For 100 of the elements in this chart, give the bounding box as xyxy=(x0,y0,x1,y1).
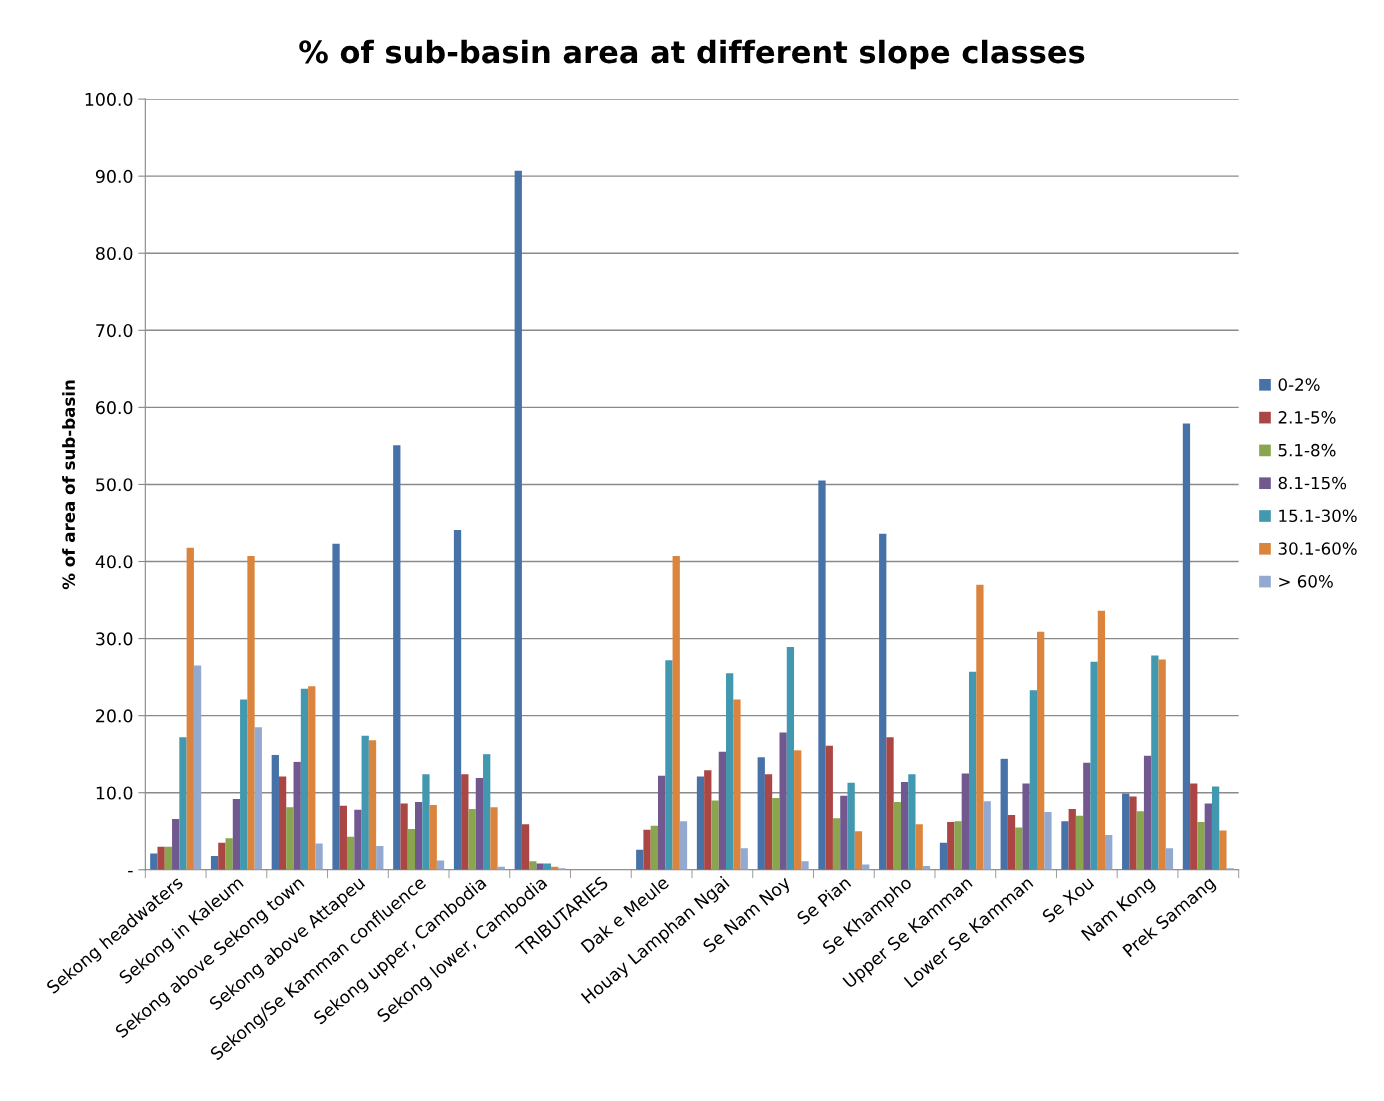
bar xyxy=(218,842,226,870)
legend-label: 15.1-30% xyxy=(1279,509,1357,523)
legend-label: 8.1-15% xyxy=(1278,476,1347,490)
bar xyxy=(886,737,894,870)
bar xyxy=(1219,830,1227,870)
bar xyxy=(650,825,658,870)
bar xyxy=(286,807,294,870)
bar xyxy=(293,761,301,870)
bar xyxy=(779,732,787,870)
bar xyxy=(429,805,437,870)
bar xyxy=(453,529,462,870)
bar xyxy=(247,556,255,870)
x-tick-label: Se Xou xyxy=(1041,875,1095,924)
bar xyxy=(254,727,262,870)
bar xyxy=(315,843,323,870)
y-axis-title: % of area of sub-basin xyxy=(62,380,76,590)
bar xyxy=(1068,808,1076,870)
bar xyxy=(339,805,347,870)
bar xyxy=(271,754,279,870)
bar xyxy=(832,818,841,870)
bar xyxy=(393,445,401,870)
legend-label: 30.1-60% xyxy=(1278,542,1357,555)
bar xyxy=(636,849,644,870)
bar xyxy=(157,846,165,870)
y-tick-label: 30.0 xyxy=(96,632,133,646)
bar xyxy=(186,547,194,870)
bar xyxy=(794,750,802,870)
bar xyxy=(818,480,826,870)
bar xyxy=(240,699,248,870)
bar xyxy=(1190,783,1198,870)
y-tick-label: 10.0 xyxy=(96,786,133,800)
bar xyxy=(704,770,712,870)
bar xyxy=(1204,803,1212,870)
bar xyxy=(1022,783,1030,870)
bar xyxy=(1197,822,1205,870)
bar xyxy=(300,688,309,870)
bar xyxy=(490,807,498,870)
bar xyxy=(696,776,705,870)
bar xyxy=(976,584,984,870)
bar xyxy=(346,836,355,870)
bar xyxy=(915,824,923,870)
bar xyxy=(718,751,727,870)
bar xyxy=(672,556,680,870)
bar xyxy=(376,845,384,870)
bar xyxy=(415,801,423,870)
bar xyxy=(764,774,773,870)
bar xyxy=(529,861,537,870)
bar xyxy=(422,774,430,870)
bar xyxy=(1044,811,1052,870)
bar xyxy=(521,824,530,870)
bar xyxy=(862,864,870,870)
bar xyxy=(968,671,977,870)
bar xyxy=(368,740,377,870)
bar xyxy=(1097,610,1106,870)
bar xyxy=(1007,815,1016,870)
legend-label: 0-2% xyxy=(1278,378,1320,391)
bar xyxy=(840,795,848,870)
bar xyxy=(665,660,673,870)
y-tick-label: 40.0 xyxy=(95,555,133,569)
bar xyxy=(947,822,955,870)
bar xyxy=(854,831,863,870)
bar xyxy=(407,828,416,870)
bar xyxy=(643,829,651,870)
bar xyxy=(726,673,734,870)
y-tick-label: 80.0 xyxy=(96,246,133,261)
y-tick-label: 20.0 xyxy=(96,709,133,723)
bar xyxy=(711,800,719,870)
bar xyxy=(1165,848,1174,870)
legend-label: 2.1-5% xyxy=(1278,411,1336,424)
bar xyxy=(825,745,833,870)
bar xyxy=(954,821,962,870)
bar xyxy=(900,781,909,870)
bar xyxy=(939,842,948,870)
bar xyxy=(740,848,748,870)
bar xyxy=(278,776,287,870)
bar xyxy=(772,798,780,870)
bar xyxy=(786,647,795,870)
bar xyxy=(514,170,522,870)
bar xyxy=(733,699,741,870)
bar xyxy=(1075,815,1084,870)
bar xyxy=(1105,835,1113,870)
bar xyxy=(893,801,901,870)
y-tick-label: 100.0 xyxy=(85,92,133,106)
bar xyxy=(1029,690,1038,870)
bar xyxy=(461,774,469,870)
bar xyxy=(908,774,916,870)
y-tick-label: 70.0 xyxy=(96,324,133,338)
bar xyxy=(400,803,408,870)
bar xyxy=(210,855,219,870)
bar xyxy=(361,735,369,870)
bar xyxy=(679,821,688,870)
bar xyxy=(232,798,241,870)
bar xyxy=(879,533,887,870)
bar xyxy=(1129,796,1137,870)
bar xyxy=(1136,811,1144,870)
bar xyxy=(801,861,809,870)
y-tick-label: 50.0 xyxy=(96,478,133,492)
bar xyxy=(179,737,187,870)
bar xyxy=(1090,661,1098,870)
bar xyxy=(657,775,666,870)
